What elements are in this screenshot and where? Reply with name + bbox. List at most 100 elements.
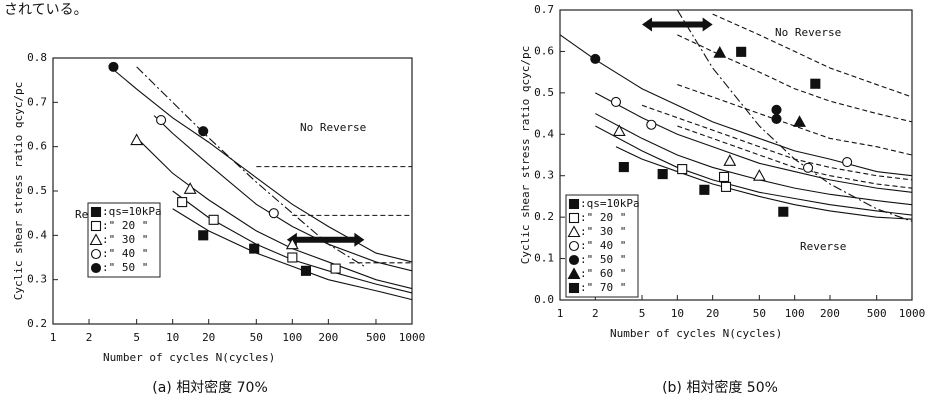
curve (136, 66, 365, 267)
arrow (286, 232, 365, 247)
x-tick-label: 1000 (399, 331, 426, 344)
x-tick-label: 200 (820, 307, 840, 320)
y-tick-label: 0.7 (534, 3, 554, 16)
marker (330, 263, 341, 274)
annotation: No Reverse (775, 26, 841, 39)
y-tick-label: 0.2 (27, 317, 47, 330)
y-tick-label: 0.0 (534, 293, 554, 306)
marker (568, 198, 580, 210)
legend-label: :" 20 " (580, 211, 626, 224)
marker (612, 124, 626, 137)
y-tick-label: 0.6 (27, 140, 47, 153)
curve (712, 13, 913, 98)
y-tick-label: 0.1 (534, 252, 554, 265)
y-tick-label: 0.2 (534, 210, 554, 223)
y-tick-label: 0.6 (534, 44, 554, 57)
arrow (642, 17, 713, 32)
marker (108, 61, 119, 72)
marker (610, 96, 622, 108)
marker (568, 254, 580, 266)
marker (177, 197, 188, 208)
legend-label: :qs=10kPa (102, 205, 162, 218)
curve (677, 125, 913, 189)
legend-label: :" 50 " (102, 261, 148, 274)
marker (198, 230, 209, 241)
marker (90, 248, 102, 260)
marker (287, 252, 298, 263)
x-tick-label: 500 (867, 307, 887, 320)
curve (641, 104, 913, 181)
y-axis-label: Cyclic shear stress ratio qcyc/pc (12, 82, 25, 301)
x-tick-label: 10 (671, 307, 684, 320)
y-tick-label: 0.4 (534, 127, 554, 140)
marker (736, 46, 747, 57)
y-tick-label: 0.7 (27, 95, 47, 108)
marker (802, 162, 814, 173)
x-tick-label: 5 (133, 331, 140, 344)
marker (568, 282, 580, 294)
plot-frame (559, 9, 913, 301)
x-tick-label: 20 (706, 307, 719, 320)
curve (109, 66, 413, 263)
x-tick-label: 1000 (899, 307, 926, 320)
marker (300, 265, 312, 276)
x-tick-label: 50 (250, 331, 263, 344)
marker (771, 104, 782, 115)
legend-label: :" 50 " (580, 253, 626, 266)
y-axis-label: Cyclic shear stress ratio qcyc/pc (519, 46, 532, 265)
y-tick-label: 0.4 (27, 228, 47, 241)
marker (198, 126, 209, 137)
curve (677, 84, 913, 156)
x-tick-label: 100 (785, 307, 805, 320)
x-tick-label: 50 (753, 307, 766, 320)
marker (810, 78, 821, 89)
plot-frame (52, 57, 413, 325)
marker (567, 267, 581, 280)
legend-label: :" 70 " (580, 281, 626, 294)
x-tick-label: 200 (318, 331, 338, 344)
marker (718, 171, 730, 183)
marker (713, 46, 727, 58)
marker (778, 206, 789, 217)
marker (156, 115, 167, 126)
chart: 1 2 5 10 20 50 100 200 500 1000 0.0 0.1 0.2 0.3 0.4 0.5… (519, 3, 925, 396)
marker (590, 53, 601, 64)
marker (842, 156, 853, 168)
curve (615, 146, 913, 220)
caption: (b) 相対密度 50% (662, 379, 778, 396)
marker (568, 212, 580, 224)
marker (567, 225, 581, 238)
x-tick-label: 10 (166, 331, 179, 344)
annotation: No Reverse (300, 121, 366, 134)
legend-label: :" 20 " (102, 219, 148, 232)
marker (249, 243, 260, 254)
marker (268, 208, 279, 219)
marker (89, 233, 103, 246)
x-tick-label: 500 (366, 331, 386, 344)
marker (699, 184, 710, 195)
x-tick-label: 100 (282, 331, 302, 344)
marker (90, 220, 102, 232)
marker (657, 169, 668, 180)
curve (676, 9, 913, 222)
marker (90, 206, 102, 218)
legend-label: :" 40 " (102, 247, 148, 260)
marker (723, 154, 737, 166)
legend-label: :qs=10kPa (580, 197, 640, 210)
x-tick-label: 20 (202, 331, 215, 344)
marker (183, 182, 197, 194)
chart: 1 2 5 10 20 50 100 200 500 1000 0.2 0.3 0.4 0.5 0.6 0.7… (12, 51, 425, 396)
marker (285, 237, 299, 250)
legend-label: :" 60 " (580, 267, 626, 280)
y-tick-label: 0.5 (534, 86, 554, 99)
marker (646, 119, 657, 130)
marker (618, 161, 629, 173)
x-axis-label: Number of cycles N(cycles) (103, 351, 275, 364)
page-text: されている。 (4, 2, 88, 18)
marker (771, 113, 782, 125)
curve (136, 137, 413, 290)
x-tick-label: 1 (50, 331, 57, 344)
marker (677, 164, 688, 175)
legend-label: :" 30 " (102, 233, 148, 246)
